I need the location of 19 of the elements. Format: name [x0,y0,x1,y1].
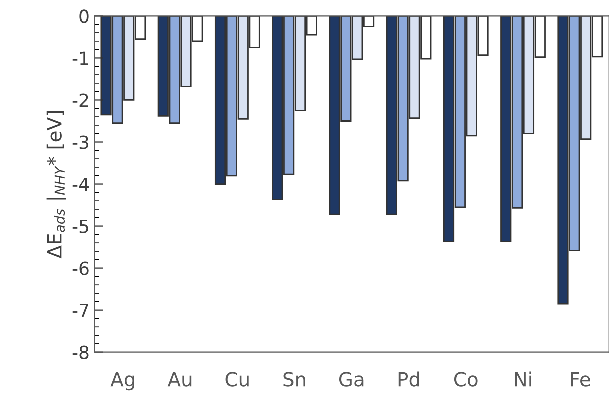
x-tick-label: Pd [398,372,420,387]
y-tick-label: -8 [72,346,89,360]
x-tick-label: Ni [515,372,532,387]
x-tick-label: Cu [226,372,249,387]
x-tick-label: Au [168,372,192,387]
y-tick-label: -4 [72,178,89,192]
y-tick-label: -1 [72,52,88,66]
x-tick-label: Co [454,372,478,387]
y-tick-label: -3 [72,136,89,150]
y-tick-label: -5 [72,220,88,234]
y-tick-label: -2 [72,94,88,108]
y-axis-title: ΔE$_{ads}$ |$_{NHY}$* [eV] [46,112,66,259]
x-tick-label: Fe [571,372,590,387]
x-tick-label: Ag [110,372,134,391]
y-tick-label: 0 [80,10,89,24]
x-tick-label: Sn [284,372,306,387]
y-tick-label: -6 [72,262,89,276]
y-tick-label: -7 [72,304,88,318]
x-tick-label: Ga [340,372,364,387]
